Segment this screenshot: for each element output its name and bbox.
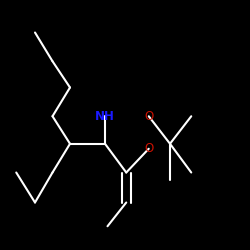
Text: O: O — [144, 110, 154, 123]
Text: NH: NH — [95, 110, 115, 123]
Text: O: O — [144, 142, 154, 155]
